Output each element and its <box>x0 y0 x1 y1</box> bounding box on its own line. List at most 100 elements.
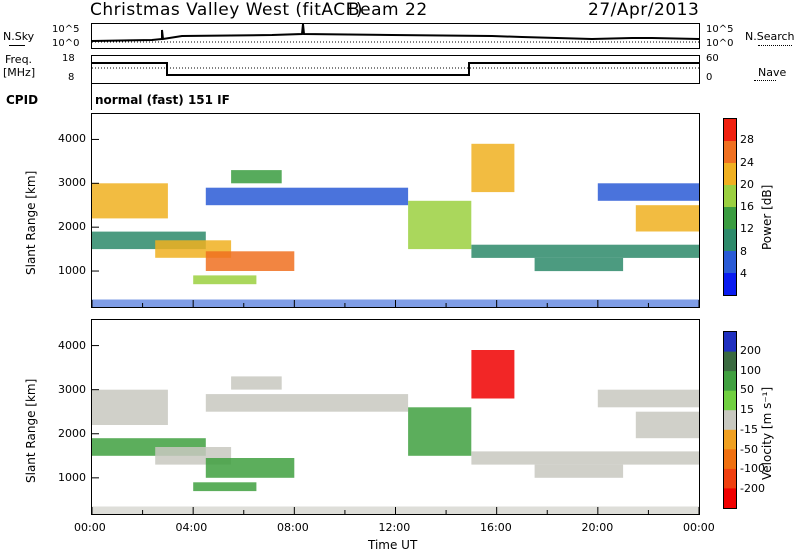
power-band-0 <box>92 183 168 219</box>
velocity-colorbar-swatch <box>724 468 736 489</box>
velocity-band-7 <box>408 407 472 456</box>
power-colorbar-swatch <box>724 207 736 230</box>
power-plot-panel <box>91 113 700 308</box>
noise-trace <box>92 24 699 43</box>
freq-tick-top: 18 <box>62 53 75 64</box>
power-colorbar-label: Power [dB] <box>760 184 774 250</box>
velocity-band-9 <box>471 451 699 465</box>
velocity-colorbar-swatch <box>724 371 736 392</box>
xtick-label: 12:00 <box>378 521 411 534</box>
power-colorbar-swatch <box>724 119 736 142</box>
power-colorbar-tick: 16 <box>740 200 754 213</box>
velocity-band-4 <box>193 482 257 492</box>
freq-unit-label: [MHz] <box>3 66 36 79</box>
power-colorbar-swatch <box>724 251 736 274</box>
velocity-colorbar-tick: 15 <box>740 403 754 417</box>
velocity-band-0 <box>92 389 168 425</box>
xtick-label: 04:00 <box>175 521 208 534</box>
velocity-colorbar-swatch <box>724 332 736 353</box>
velocity-ytick-label: 2000 <box>58 426 86 440</box>
power-colorbar-tick: 12 <box>740 222 754 236</box>
velocity-colorbar-tick: -15 <box>740 422 758 436</box>
power-ytick-label: 1000 <box>58 264 86 278</box>
freq-trace <box>92 62 699 76</box>
xtick-label: 00:00 <box>74 521 106 534</box>
velocity-band-11 <box>635 411 699 439</box>
power-colorbar-tick: 20 <box>740 177 754 191</box>
velocity-colorbar-tick: -50 <box>740 442 758 456</box>
velocity-colorbar-tick: 200 <box>740 343 761 357</box>
nave-legend-line <box>754 80 776 81</box>
velocity-colorbar-swatch <box>724 390 736 411</box>
noise-tick-bottom-right: 10^0 <box>706 38 734 49</box>
beam-label: Beam 22 <box>348 0 428 20</box>
noise-sky-legend-line <box>9 45 25 46</box>
power-colorbar-swatch <box>724 185 736 208</box>
xtick-label: 20:00 <box>581 521 614 534</box>
power-colorbar-tick: 28 <box>740 133 754 147</box>
power-band-3 <box>205 251 295 271</box>
power-ytick-label: 2000 <box>58 220 86 234</box>
power-colorbar-swatch <box>724 141 736 164</box>
xtick-label: 00:00 <box>683 521 715 534</box>
velocity-colorbar-tick: -100 <box>740 462 765 476</box>
velocity-ytick-label: 3000 <box>58 382 86 396</box>
noise-tick-top-left: 10^5 <box>52 24 80 35</box>
velocity-heatmap <box>92 345 699 514</box>
power-band-7 <box>408 200 472 250</box>
noise-tick-top-right: 10^5 <box>706 24 734 35</box>
velocity-ytick-label: 4000 <box>58 338 86 352</box>
velocity-colorbar-tick: 50 <box>740 383 754 397</box>
velocity-plot-panel <box>91 319 700 515</box>
power-ytick-label: 3000 <box>58 176 86 190</box>
date-label: 27/Apr/2013 <box>588 0 700 20</box>
noise-tick-bottom-left: 10^0 <box>52 38 80 49</box>
power-band-5 <box>231 170 282 184</box>
power-band-9 <box>471 244 699 258</box>
nave-tick-top: 60 <box>706 53 719 64</box>
time-axis-label: Time UT <box>368 538 418 552</box>
velocity-colorbar-swatch <box>724 488 736 508</box>
noise-search-label: N.Search <box>745 30 795 43</box>
freq-panel <box>91 55 700 84</box>
chart-title: Christmas Valley West (fitACF) <box>90 0 364 20</box>
noise-sky-label: N.Sky <box>3 30 35 43</box>
velocity-colorbar-swatch <box>724 449 736 470</box>
nave-tick-bottom: 0 <box>706 72 713 83</box>
cpid-divider <box>91 84 92 110</box>
velocity-colorbar-tick: 100 <box>740 363 761 377</box>
power-band-8 <box>471 143 515 193</box>
velocity-ylabel: Slant Range [km] <box>24 378 38 483</box>
velocity-band-10 <box>534 464 624 478</box>
velocity-colorbar-label: Velocity [m s⁻¹] <box>760 386 774 480</box>
power-band-12 <box>597 183 699 201</box>
power-band-10 <box>534 257 624 272</box>
velocity-colorbar-swatch <box>724 351 736 372</box>
power-colorbar <box>723 118 737 296</box>
power-colorbar-tick: 4 <box>740 266 747 280</box>
freq-tick-bottom: 8 <box>68 72 75 83</box>
power-colorbar-swatch <box>724 273 736 295</box>
velocity-band-5 <box>231 376 282 390</box>
power-band-11 <box>635 205 699 232</box>
velocity-band-6 <box>205 394 409 412</box>
nave-label: Nave <box>758 66 787 79</box>
xtick-label: 08:00 <box>277 521 309 534</box>
noise-panel <box>91 23 700 49</box>
velocity-colorbar-tick: -200 <box>740 482 765 496</box>
velocity-colorbar-swatch <box>724 429 736 450</box>
velocity-band-3 <box>205 458 295 478</box>
velocity-colorbar <box>723 331 737 509</box>
power-colorbar-tick: 8 <box>740 244 747 258</box>
velocity-ytick-label: 1000 <box>58 470 86 484</box>
power-heatmap <box>92 138 699 307</box>
freq-label: Freq. <box>5 53 33 66</box>
power-ytick-label: 4000 <box>58 132 86 146</box>
power-band-6 <box>205 187 409 206</box>
xtick-label: 16:00 <box>480 521 512 534</box>
power-colorbar-swatch <box>724 229 736 252</box>
noise-search-legend-line <box>758 45 792 46</box>
velocity-colorbar-swatch <box>724 410 736 431</box>
velocity-band-12 <box>597 389 699 408</box>
velocity-band-8 <box>471 350 515 399</box>
